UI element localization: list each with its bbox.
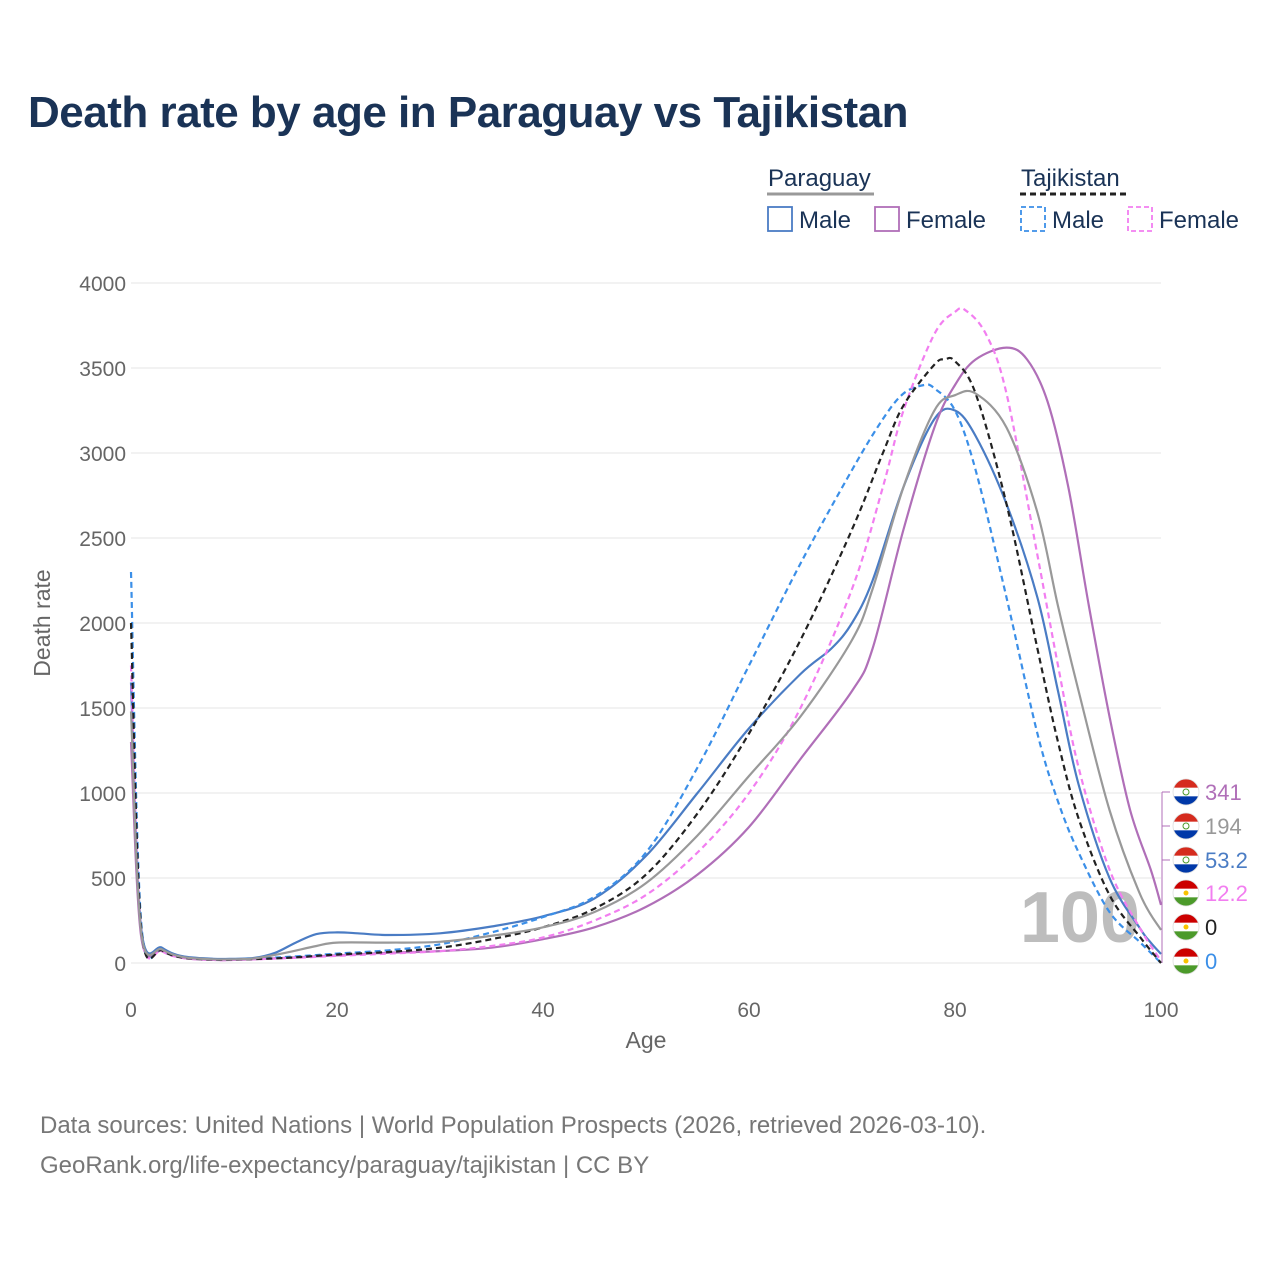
series-line-tajikistan-female xyxy=(129,306,1162,962)
year-watermark: 100 xyxy=(1020,878,1140,958)
x-axis-label: Age xyxy=(626,1027,667,1053)
series-line-tajikistan-male xyxy=(129,383,1162,964)
x-tick-label: 60 xyxy=(737,999,760,1022)
series-line-paraguay-female xyxy=(129,346,1163,962)
y-axis-label: Death rate xyxy=(29,569,55,676)
series-line-paraguay-total xyxy=(129,389,1162,961)
end-value-label: 12.2 xyxy=(1205,881,1248,906)
end-value-label: 0 xyxy=(1205,949,1217,974)
end-value-label: 53.2 xyxy=(1205,848,1248,873)
end-markers: 341 194 53.2 12.2 0 0 xyxy=(1161,778,1248,975)
legend-item-label: Male xyxy=(1052,207,1104,234)
x-tick-label: 100 xyxy=(1143,999,1178,1022)
legend-item-label: Female xyxy=(1159,207,1239,234)
chart-area: Paraguay Male Female Tajikistan Male Female 0… xyxy=(29,165,1248,1053)
y-tick-label: 0 xyxy=(114,953,126,976)
legend-item-label: Female xyxy=(906,207,986,234)
legend-swatch xyxy=(1020,206,1046,232)
series-line-tajikistan-total xyxy=(129,356,1162,964)
series-lines xyxy=(129,306,1163,964)
x-tick-label: 80 xyxy=(943,999,966,1022)
legend: Paraguay Male Female Tajikistan Male Female xyxy=(767,165,1239,234)
y-tick-label: 3000 xyxy=(79,443,126,466)
tajikistan-flag-icon xyxy=(1172,913,1200,941)
y-tick-label: 3500 xyxy=(79,358,126,381)
tajikistan-flag-icon xyxy=(1172,947,1200,975)
legend-swatch xyxy=(874,206,900,232)
legend-group-title: Tajikistan xyxy=(1021,165,1120,192)
source-line-2: GeoRank.org/life-expectancy/paraguay/taj… xyxy=(40,1152,650,1179)
tajikistan-flag-icon xyxy=(1172,879,1200,907)
x-tick-label: 0 xyxy=(125,999,137,1022)
legend-group-title: Paraguay xyxy=(768,165,871,192)
series-line-paraguay-male xyxy=(129,407,1162,961)
y-tick-label: 2000 xyxy=(79,613,126,636)
chart-title: Death rate by age in Paraguay vs Tajikis… xyxy=(28,88,909,137)
y-tick-label: 2500 xyxy=(79,528,126,551)
paraguay-flag-icon xyxy=(1172,846,1200,874)
x-tick-label: 40 xyxy=(531,999,554,1022)
source-line-1: Data sources: United Nations | World Pop… xyxy=(40,1112,987,1139)
end-value-label: 194 xyxy=(1205,814,1242,839)
source-note: Data sources: United Nations | World Pop… xyxy=(40,1106,986,1186)
legend-item-label: Male xyxy=(799,207,851,234)
y-axis: 0 500 1000 1500 2000 2500 3000 3500 4000 xyxy=(79,273,126,976)
end-value-label: 341 xyxy=(1205,780,1242,805)
y-tick-label: 500 xyxy=(91,868,126,891)
paraguay-flag-icon xyxy=(1172,812,1200,840)
y-tick-label: 1000 xyxy=(79,783,126,806)
paraguay-flag-icon xyxy=(1172,778,1200,806)
y-tick-label: 4000 xyxy=(79,273,126,296)
legend-swatch xyxy=(767,206,793,232)
x-tick-label: 20 xyxy=(325,999,348,1022)
x-axis: 0 20 40 60 80 100 xyxy=(125,999,1178,1022)
end-value-label: 0 xyxy=(1205,915,1217,940)
grid xyxy=(131,282,1161,964)
legend-swatch xyxy=(1127,206,1153,232)
y-tick-label: 1500 xyxy=(79,698,126,721)
